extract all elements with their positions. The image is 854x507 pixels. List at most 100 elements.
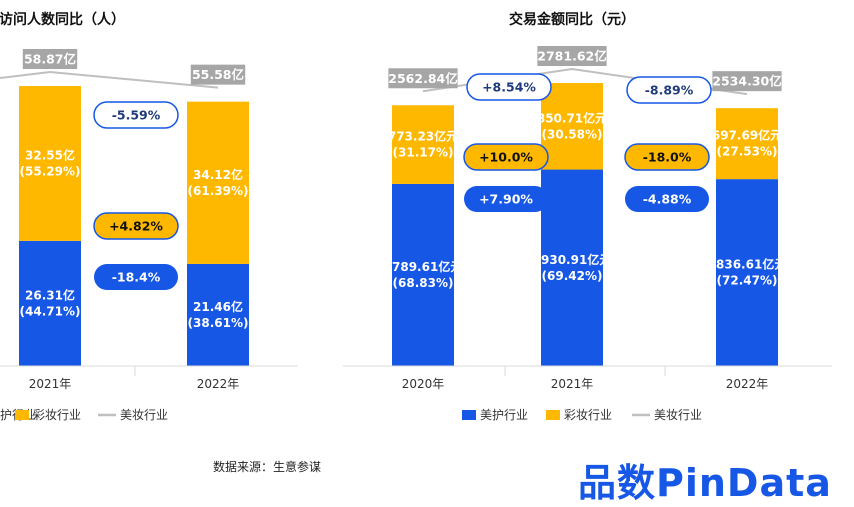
- label-meihu-line: 1836.61亿元: [708, 257, 787, 272]
- pindata-logo: 品数PinData: [578, 461, 832, 505]
- label-caizhuang: 32.55亿 (55.29%): [20, 147, 81, 178]
- yoy-total-pill-text: +8.54%: [482, 80, 536, 95]
- total-label: 2534.30亿: [712, 71, 782, 92]
- legend-label: 美护行业: [480, 408, 528, 422]
- total-label: 58.87亿: [22, 49, 78, 69]
- bar-caizhuang: [716, 108, 778, 180]
- total-label-bg: [388, 68, 458, 89]
- legend-label: 彩妆行业: [33, 408, 81, 422]
- category-label: 2021年: [29, 377, 72, 391]
- yoy-caizhuang-pill-shape: [463, 143, 549, 171]
- bar-meihu: [541, 169, 603, 366]
- yoy-total-pill-shape: [93, 101, 179, 129]
- yoy-total-pill: +8.54%: [466, 73, 552, 101]
- total-label-bg: [537, 46, 607, 66]
- yoy-total-pill: -8.89%: [626, 76, 712, 104]
- label-caizhuang: 34.12亿 (61.39%): [188, 167, 249, 198]
- yoy-caizhuang-pill-shape: [624, 143, 710, 171]
- bar-caizhuang: [541, 83, 603, 170]
- total-line: [0, 70, 219, 89]
- label-meihu: 1789.61亿元 (68.83%): [384, 259, 463, 290]
- category-label: 2021年: [551, 377, 594, 391]
- legend-swatch: [462, 410, 476, 420]
- label-meihu-line: 26.31亿: [25, 287, 75, 302]
- label-caizhuang-line: (55.29%): [20, 164, 81, 178]
- total-label-text: 2534.30亿: [712, 74, 781, 89]
- legend-label: 彩妆行业: [564, 408, 612, 422]
- label-caizhuang-line: 34.12亿: [193, 167, 243, 182]
- yoy-total-pill-shape: [466, 73, 552, 101]
- yoy-caizhuang-pill-text: -18.0%: [643, 150, 692, 165]
- yoy-caizhuang-pill: +4.82%: [93, 212, 179, 240]
- total-label-bg: [712, 71, 782, 92]
- yoy-meihu-pill-shape: [94, 264, 178, 290]
- label-meihu-line: (69.42%): [542, 269, 603, 283]
- label-caizhuang-line: (61.39%): [188, 184, 249, 198]
- total-label-text: 2781.62亿: [537, 49, 606, 64]
- yoy-meihu-pill: +7.90%: [464, 186, 548, 212]
- bar-caizhuang: [392, 105, 454, 184]
- yoy-meihu-pill-text: -18.4%: [112, 270, 161, 285]
- bar-meihu: [716, 179, 778, 366]
- label-caizhuang-line: 773.23亿元: [388, 129, 458, 144]
- yoy-total-pill-text: -5.59%: [112, 108, 161, 123]
- label-caizhuang-line: (31.17%): [393, 146, 454, 160]
- bar-meihu: [187, 263, 249, 366]
- yoy-caizhuang-pill: +10.0%: [463, 143, 549, 171]
- label-meihu-line: (68.83%): [393, 276, 454, 290]
- yoy-total-pill: -5.59%: [93, 101, 179, 129]
- yoy-meihu-pill-shape: [464, 186, 548, 212]
- label-meihu-line: (72.47%): [717, 274, 778, 288]
- label-caizhuang-line: (30.58%): [542, 127, 603, 141]
- bar-meihu: [19, 240, 81, 366]
- yoy-meihu-pill-shape: [625, 186, 709, 212]
- category-label: 2022年: [197, 377, 240, 391]
- legend-label: 美妆行业: [120, 408, 168, 422]
- legend-label: 美妆行业: [654, 408, 702, 422]
- label-caizhuang-line: 697.69亿元: [712, 128, 782, 143]
- label-meihu-line: 1789.61亿元: [384, 259, 463, 274]
- total-label-text: 58.87亿: [24, 52, 76, 67]
- total-label-bg: [190, 64, 246, 85]
- total-label: 2562.84亿: [388, 68, 458, 89]
- category-label: 2020年: [402, 377, 445, 391]
- yoy-caizhuang-pill-shape: [93, 212, 179, 240]
- legend-swatch: [15, 410, 29, 420]
- yoy-caizhuang-pill-text: +4.82%: [109, 219, 163, 234]
- chart-title: 访问人数同比（人）: [0, 11, 125, 28]
- bar-meihu: [392, 183, 454, 366]
- chart-title: 交易金额同比（元）: [509, 11, 635, 28]
- yoy-meihu-pill: -4.88%: [625, 186, 709, 212]
- yoy-meihu-pill-text: +7.90%: [479, 192, 533, 207]
- label-meihu-line: 1930.91亿元: [533, 252, 612, 267]
- label-caizhuang-line: 850.71亿元: [537, 110, 607, 125]
- yoy-caizhuang-pill-text: +10.0%: [479, 150, 533, 165]
- label-caizhuang: 850.71亿元 (30.58%): [537, 110, 607, 141]
- label-caizhuang: 773.23亿元 (31.17%): [388, 129, 458, 160]
- total-label-bg: [22, 49, 78, 69]
- bar-caizhuang: [19, 86, 81, 241]
- total-label: 2781.62亿: [537, 46, 607, 66]
- yoy-meihu-pill-text: -4.88%: [643, 192, 692, 207]
- total-label-text: 55.58亿: [192, 67, 244, 82]
- label-meihu-line: (38.61%): [188, 316, 249, 330]
- total-label: 55.58亿: [190, 64, 246, 85]
- label-caizhuang-line: 32.55亿: [25, 147, 75, 162]
- label-meihu: 21.46亿 (38.61%): [188, 299, 249, 330]
- label-meihu-line: (44.71%): [20, 304, 81, 318]
- label-meihu-line: 21.46亿: [193, 299, 243, 314]
- label-meihu: 26.31亿 (44.71%): [20, 287, 81, 318]
- label-meihu: 1836.61亿元 (72.47%): [708, 257, 787, 288]
- yoy-caizhuang-pill: -18.0%: [624, 143, 710, 171]
- category-label: 2022年: [726, 377, 769, 391]
- bar-caizhuang: [187, 101, 249, 264]
- yoy-total-pill-text: -8.89%: [645, 83, 694, 98]
- total-label-text: 2562.84亿: [388, 71, 457, 86]
- yoy-meihu-pill: -18.4%: [94, 264, 178, 290]
- label-meihu: 1930.91亿元 (69.42%): [533, 252, 612, 283]
- label-caizhuang: 697.69亿元 (27.53%): [712, 128, 782, 159]
